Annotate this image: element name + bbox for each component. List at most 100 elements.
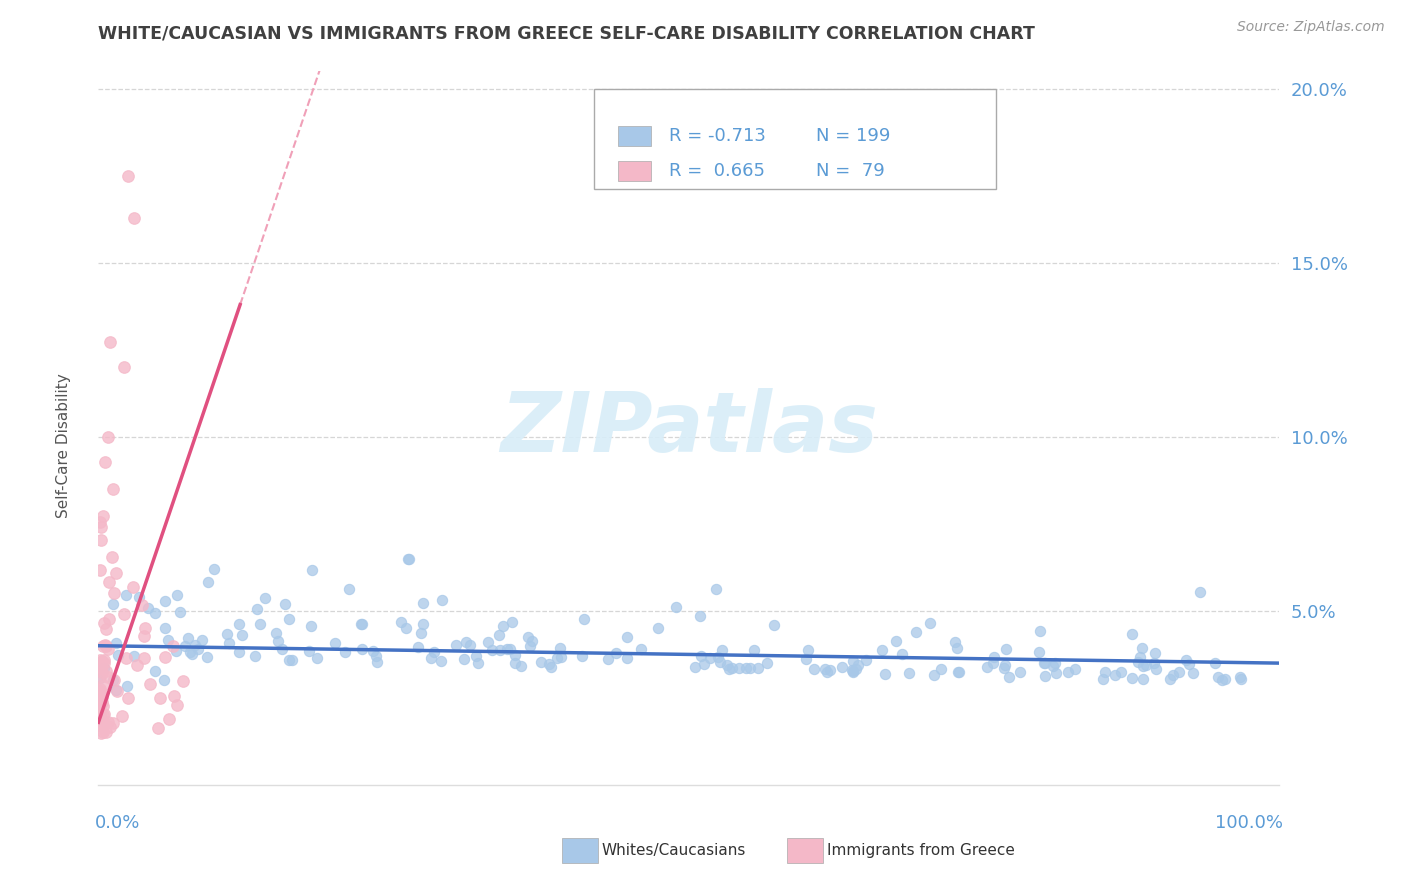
Point: [301, 563, 323, 577]
Point: [571, 648, 593, 663]
Point: [983, 650, 1005, 665]
Point: [91, 509, 114, 524]
Point: [922, 667, 945, 681]
Point: [91, 724, 114, 739]
Point: [1182, 665, 1205, 680]
Point: [692, 657, 714, 672]
Point: [943, 635, 966, 649]
Point: [420, 651, 443, 665]
Point: [202, 562, 225, 576]
Point: [1094, 665, 1116, 679]
Point: [709, 656, 731, 670]
Point: [89, 718, 111, 732]
Point: [90, 725, 112, 739]
Point: [994, 641, 1017, 656]
Point: [91, 678, 114, 692]
Point: [1144, 662, 1167, 676]
Point: [488, 628, 510, 642]
Point: [1042, 659, 1064, 673]
Point: [131, 598, 153, 612]
Point: [398, 551, 420, 566]
Point: [94, 455, 117, 469]
Point: [846, 657, 869, 672]
Point: [1029, 624, 1052, 639]
Text: R =  0.665: R = 0.665: [669, 162, 765, 180]
Point: [1144, 646, 1167, 660]
Point: [690, 649, 713, 664]
Point: [91, 715, 114, 730]
Point: [905, 625, 928, 640]
Point: [501, 615, 523, 630]
Point: [976, 660, 998, 674]
Point: [89, 708, 111, 723]
Point: [1104, 668, 1126, 682]
Point: [364, 648, 387, 663]
Point: [1188, 585, 1211, 599]
Point: [89, 670, 111, 684]
Point: [89, 706, 111, 720]
Point: [538, 657, 561, 671]
Point: [704, 582, 727, 596]
Point: [228, 617, 250, 632]
Point: [412, 617, 434, 632]
Point: [814, 662, 837, 676]
Point: [503, 656, 526, 670]
Point: [796, 652, 818, 666]
Point: [616, 630, 638, 644]
Point: [271, 642, 294, 657]
Point: [157, 713, 180, 727]
Point: [797, 643, 820, 657]
Point: [1043, 656, 1066, 670]
Text: Whites/Caucasians: Whites/Caucasians: [602, 844, 747, 858]
Point: [444, 638, 467, 652]
Point: [831, 660, 853, 674]
Point: [156, 632, 179, 647]
Point: [112, 360, 135, 375]
Point: [103, 586, 125, 600]
Point: [738, 661, 761, 675]
Point: [333, 645, 356, 659]
Point: [1008, 665, 1031, 679]
Point: [89, 515, 111, 529]
Text: N = 199: N = 199: [817, 127, 891, 145]
Point: [728, 661, 751, 675]
Point: [299, 619, 322, 633]
Point: [323, 636, 346, 650]
Point: [297, 644, 319, 658]
Point: [97, 641, 120, 656]
Point: [630, 641, 652, 656]
Point: [132, 629, 155, 643]
Point: [598, 652, 620, 666]
Point: [337, 582, 360, 596]
Point: [647, 621, 669, 635]
Point: [453, 652, 475, 666]
Point: [101, 482, 124, 496]
Point: [89, 715, 111, 730]
Point: [169, 605, 191, 619]
Point: [884, 634, 907, 648]
Point: [762, 617, 785, 632]
Point: [187, 642, 209, 657]
Point: [467, 656, 489, 670]
Point: [97, 670, 120, 684]
Point: [177, 631, 200, 645]
Point: [1159, 672, 1181, 686]
Point: [98, 334, 121, 349]
Point: [93, 652, 115, 666]
Point: [717, 662, 740, 676]
Point: [93, 707, 115, 722]
Point: [91, 698, 114, 713]
FancyBboxPatch shape: [619, 161, 651, 181]
Point: [495, 642, 517, 657]
Point: [91, 690, 114, 705]
Point: [143, 664, 166, 678]
Point: [162, 639, 184, 653]
Point: [115, 679, 138, 693]
Point: [352, 642, 374, 657]
Point: [114, 651, 136, 665]
Point: [366, 655, 388, 669]
Point: [948, 665, 970, 680]
Point: [756, 656, 779, 670]
Point: [430, 654, 453, 668]
Point: [96, 665, 118, 679]
